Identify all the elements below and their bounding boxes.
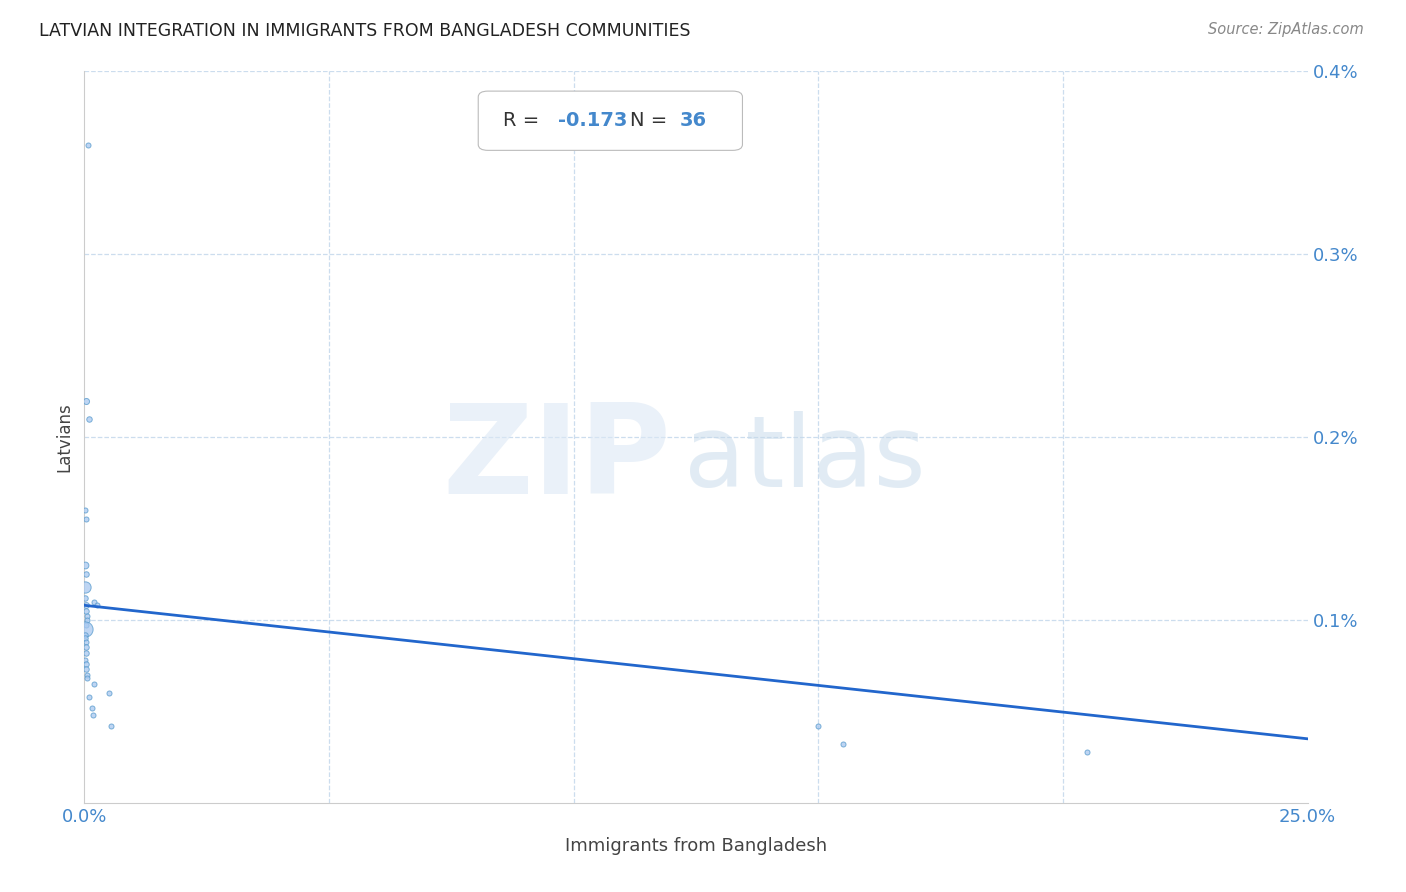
Point: [75, 599, 97, 613]
Point: [75, 627, 97, 641]
Point: [83, 594, 105, 608]
Point: [75, 393, 97, 408]
Point: [807, 719, 830, 733]
Text: R =: R =: [503, 112, 546, 130]
Point: [86, 599, 108, 613]
Y-axis label: Latvians: Latvians: [55, 402, 73, 472]
Point: [80, 700, 103, 714]
Text: LATVIAN INTEGRATION IN IMMIGRANTS FROM BANGLADESH COMMUNITIES: LATVIAN INTEGRATION IN IMMIGRANTS FROM B…: [39, 22, 690, 40]
Point: [75, 635, 97, 649]
Text: ZIP: ZIP: [443, 399, 672, 519]
Point: [76, 609, 98, 624]
Point: [75, 640, 97, 655]
Text: atlas: atlas: [683, 410, 925, 508]
Point: [73, 558, 96, 573]
Point: [77, 137, 100, 152]
Point: [83, 677, 105, 691]
Point: [75, 618, 97, 632]
Point: [76, 672, 98, 686]
Text: Source: ZipAtlas.com: Source: ZipAtlas.com: [1208, 22, 1364, 37]
Point: [100, 719, 122, 733]
Text: N =: N =: [630, 112, 673, 130]
Point: [76, 667, 98, 681]
Point: [831, 737, 853, 751]
Point: [77, 690, 100, 704]
X-axis label: Immigrants from Bangladesh: Immigrants from Bangladesh: [565, 837, 827, 855]
Point: [75, 657, 97, 671]
Point: [75, 503, 97, 517]
Point: [75, 646, 97, 660]
Point: [75, 512, 97, 526]
Text: -0.173: -0.173: [558, 112, 627, 130]
Point: [75, 580, 97, 594]
Text: 36: 36: [681, 112, 707, 130]
Point: [75, 632, 97, 646]
Point: [76, 613, 98, 627]
Point: [75, 662, 97, 676]
Point: [82, 708, 104, 723]
Point: [75, 604, 97, 618]
Point: [73, 653, 96, 667]
Point: [1076, 745, 1098, 759]
Point: [97, 686, 120, 700]
FancyBboxPatch shape: [478, 91, 742, 151]
Point: [75, 567, 97, 582]
Point: [73, 622, 96, 636]
Point: [77, 412, 100, 426]
Point: [73, 591, 96, 605]
